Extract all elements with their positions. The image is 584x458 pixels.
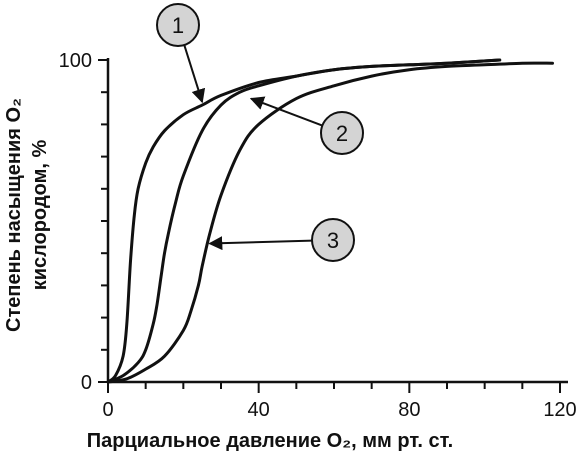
x-tick-label: 120	[543, 399, 576, 421]
callout-arrow-3	[208, 236, 313, 251]
callout-badge-2	[320, 111, 364, 155]
callout-arrow-1	[183, 44, 206, 104]
callout-label-1: 1	[172, 13, 184, 38]
curves	[106, 58, 554, 384]
callout-badge-3	[311, 218, 355, 262]
y-axis-title-line2: кислородом, %	[29, 139, 51, 290]
y-tick-label: 100	[59, 50, 92, 72]
callout-label-3: 3	[327, 228, 339, 253]
x-tick-label: 0	[102, 399, 113, 421]
x-tick-label: 40	[248, 399, 270, 421]
x-tick-label: 80	[398, 399, 420, 421]
x-axis-title: Парциальное давление O₂, мм рт. ст.	[87, 430, 453, 452]
axis-ticks: 0 40 80 120 0 100	[59, 50, 577, 421]
series-line-1	[106, 58, 502, 384]
series-line-2	[106, 58, 502, 384]
series-line-3	[106, 61, 554, 384]
y-axis-title-line1: Степень насыщения O₂	[3, 98, 25, 332]
callout-arrow-2	[249, 96, 323, 127]
callouts: 1 2 3	[156, 3, 364, 262]
y-tick-label: 0	[81, 372, 92, 394]
callout-label-2: 2	[336, 121, 348, 146]
callout-badge-1	[156, 3, 200, 47]
y-axis-title-group: Степень насыщения O₂ кислородом, %	[3, 98, 51, 332]
